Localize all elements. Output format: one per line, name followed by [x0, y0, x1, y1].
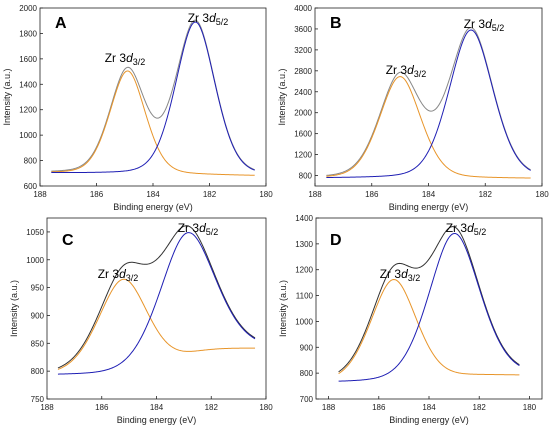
panel-d: 700 800 900 1000 1100 1200 1300 1400 188 186 184 18…	[278, 214, 543, 425]
x-tick-label: 188	[33, 190, 47, 199]
y-tick-label: 4000	[294, 4, 312, 13]
x-axis-label: Binding energy (eV)	[113, 202, 193, 212]
y-tick-label: 1200	[295, 266, 313, 275]
y-axis-label: Intensity (a.u.)	[278, 280, 288, 337]
x-tick-label: 184	[150, 403, 164, 412]
y-tick-label: 850	[31, 339, 45, 348]
y-tick-label: 800	[24, 157, 38, 166]
y-tick-label: 1000	[295, 317, 313, 326]
peak-label: Zr 3d3/2	[380, 267, 421, 283]
y-tick-label: 1200	[19, 106, 37, 115]
y-tick-label: 1100	[296, 292, 314, 301]
y-tick-label: 1600	[294, 130, 312, 139]
peak-label: Zr 3d5/2	[188, 11, 229, 27]
y-tick-label: 600	[24, 182, 38, 191]
y-axis-label: Intensity (a.u.)	[277, 68, 287, 125]
panel-label: A	[55, 15, 67, 32]
y-tick-label: 1000	[19, 131, 37, 140]
zr-3d32-line	[57, 278, 256, 370]
plot-frame	[314, 7, 543, 187]
zr-3d32-line	[51, 70, 255, 176]
x-tick-label: 180	[535, 190, 549, 199]
y-axis-label: Intensity (a.u.)	[2, 68, 12, 125]
y-tick-label: 1200	[294, 151, 312, 160]
zr-3d52-line	[57, 232, 256, 375]
plot-frame	[315, 217, 543, 400]
panel-c: 750 800 850 900 950 1000 1050 188 186 184 182 180 Bi…	[9, 217, 273, 425]
y-tick-label: 2000	[294, 109, 312, 118]
y-tick-label: 2000	[19, 4, 37, 13]
panel-label: D	[330, 232, 342, 249]
x-tick-label: 184	[422, 403, 436, 412]
y-tick-label: 800	[300, 369, 314, 378]
y-axis-label: Intensity (a.u.)	[9, 280, 19, 337]
zr-3d52-line	[326, 29, 531, 179]
peak-label: Zr 3d5/2	[446, 221, 487, 237]
y-tick-label: 3600	[294, 25, 312, 34]
x-axis-label: Binding energy (eV)	[389, 202, 469, 212]
envelope-line	[338, 226, 520, 373]
y-tick-label: 1400	[19, 80, 37, 89]
plot-frame	[46, 217, 267, 400]
y-tick-label: 900	[31, 311, 45, 320]
y-tick-label: 800	[299, 172, 313, 181]
y-tick-label: 950	[31, 284, 45, 293]
panel-a: 600 800 1000 1200 1400 1600 1800 2000 188 186 184 1…	[2, 4, 273, 212]
y-tick-label: 1050	[26, 228, 44, 237]
panel-b: 800 1200 1600 2000 2400 2800 3200 3600 4000 188 18…	[277, 4, 549, 212]
peak-label: Zr 3d3/2	[98, 267, 139, 283]
y-tick-label: 2400	[294, 88, 312, 97]
peak-label: Zr 3d3/2	[105, 51, 146, 67]
x-tick-label: 180	[259, 403, 273, 412]
y-tick-label: 1800	[19, 29, 37, 38]
envelope-line	[57, 225, 256, 369]
zr-3d32-line	[326, 76, 531, 179]
peak-label: Zr 3d5/2	[464, 17, 505, 33]
x-tick-label: 188	[322, 403, 336, 412]
y-tick-label: 750	[31, 395, 45, 404]
y-tick-label: 800	[31, 367, 45, 376]
x-tick-label: 180	[259, 190, 273, 199]
x-tick-label: 182	[473, 403, 487, 412]
x-tick-label: 182	[205, 403, 219, 412]
y-tick-label: 700	[300, 395, 314, 404]
y-tick-label: 2800	[294, 67, 312, 76]
x-tick-label: 186	[90, 190, 104, 199]
x-tick-label: 186	[95, 403, 109, 412]
x-tick-label: 184	[422, 190, 436, 199]
y-tick-label: 1600	[19, 55, 37, 64]
x-axis-label: Binding energy (eV)	[389, 415, 469, 425]
panel-label: C	[62, 232, 74, 249]
peak-label: Zr 3d5/2	[178, 221, 219, 237]
x-tick-label: 184	[146, 190, 160, 199]
x-tick-label: 188	[40, 403, 54, 412]
zr-3d52-line	[338, 232, 520, 382]
y-tick-label: 1300	[295, 240, 313, 249]
x-tick-label: 186	[365, 190, 379, 199]
panel-label: B	[330, 15, 342, 32]
y-tick-label: 3200	[294, 46, 312, 55]
x-tick-label: 188	[308, 190, 322, 199]
zr-3d32-line	[338, 279, 520, 376]
x-tick-label: 182	[479, 190, 493, 199]
envelope-line	[326, 27, 531, 176]
y-tick-label: 1000	[26, 256, 44, 265]
plot-frame	[39, 7, 267, 187]
x-tick-label: 180	[523, 403, 537, 412]
x-axis-label: Binding energy (eV)	[117, 415, 197, 425]
peak-label: Zr 3d3/2	[386, 63, 427, 79]
zr-3d52-line	[51, 21, 255, 174]
x-tick-label: 182	[203, 190, 217, 199]
envelope-line	[51, 19, 255, 172]
y-tick-label: 900	[300, 343, 314, 352]
x-tick-label: 186	[372, 403, 386, 412]
y-tick-label: 1400	[295, 214, 313, 223]
